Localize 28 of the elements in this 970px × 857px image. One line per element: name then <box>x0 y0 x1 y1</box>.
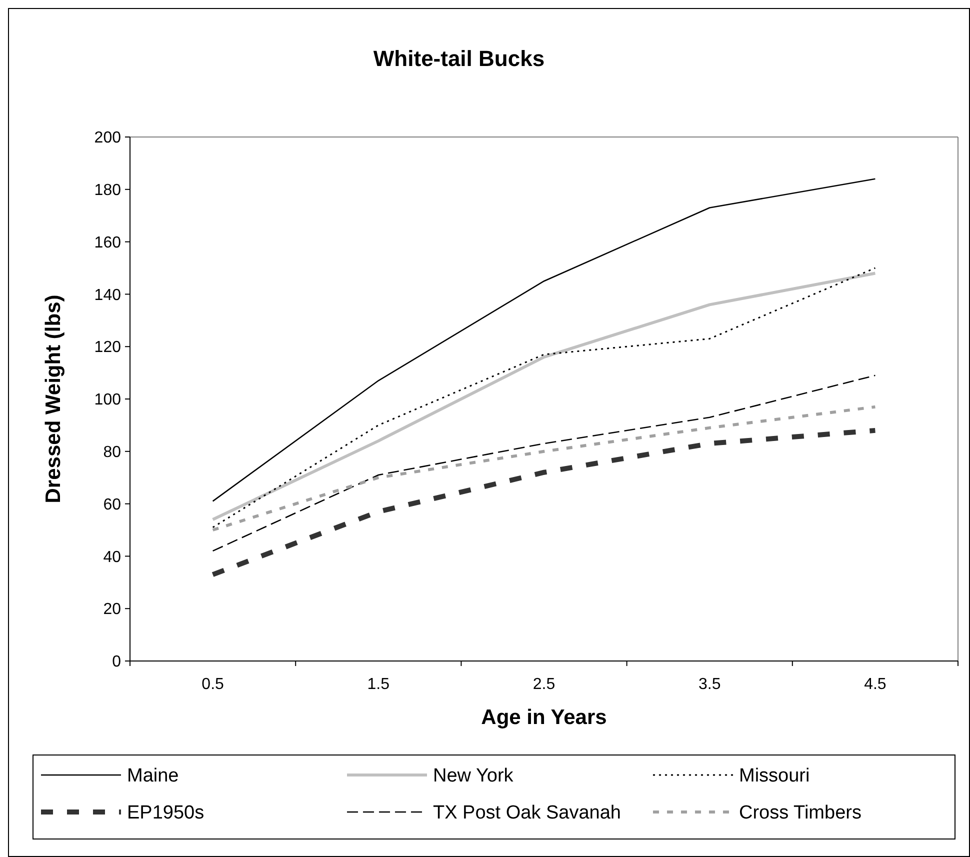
y-tick-label: 60 <box>103 496 122 514</box>
legend-label: Missouri <box>739 766 810 787</box>
y-tick-label: 200 <box>94 130 122 147</box>
y-axis-title: Dressed Weight (lbs) <box>42 294 65 504</box>
legend-label: New York <box>433 766 514 787</box>
legend-label: TX Post Oak Savanah <box>433 802 621 824</box>
y-tick-label: 40 <box>103 548 122 566</box>
y-tick-label: 100 <box>94 392 122 409</box>
y-tick-label: 160 <box>94 234 122 252</box>
y-tick-label: 180 <box>94 182 122 199</box>
line-series <box>212 374 876 552</box>
legend-label: Maine <box>127 766 179 787</box>
line-series <box>211 405 877 532</box>
y-tick-label: 140 <box>94 286 122 304</box>
x-tick-label: 1.5 <box>367 676 390 693</box>
y-tick-label: 20 <box>103 601 122 618</box>
x-tick-label: 2.5 <box>532 676 556 693</box>
chart-title: White-tail Bucks <box>373 46 545 71</box>
x-axis-title: Age in Years <box>481 706 607 729</box>
legend-label: EP1950s <box>127 802 204 824</box>
legend-label: Cross Timbers <box>739 802 862 824</box>
x-tick-label: 0.5 <box>202 676 224 693</box>
x-tick-label: 3.5 <box>698 676 721 693</box>
y-tick-label: 120 <box>94 339 122 356</box>
y-tick-label: 80 <box>103 444 122 461</box>
y-tick-label: 0 <box>112 654 122 671</box>
x-tick-label: 4.5 <box>864 676 886 693</box>
line-series <box>212 178 876 502</box>
